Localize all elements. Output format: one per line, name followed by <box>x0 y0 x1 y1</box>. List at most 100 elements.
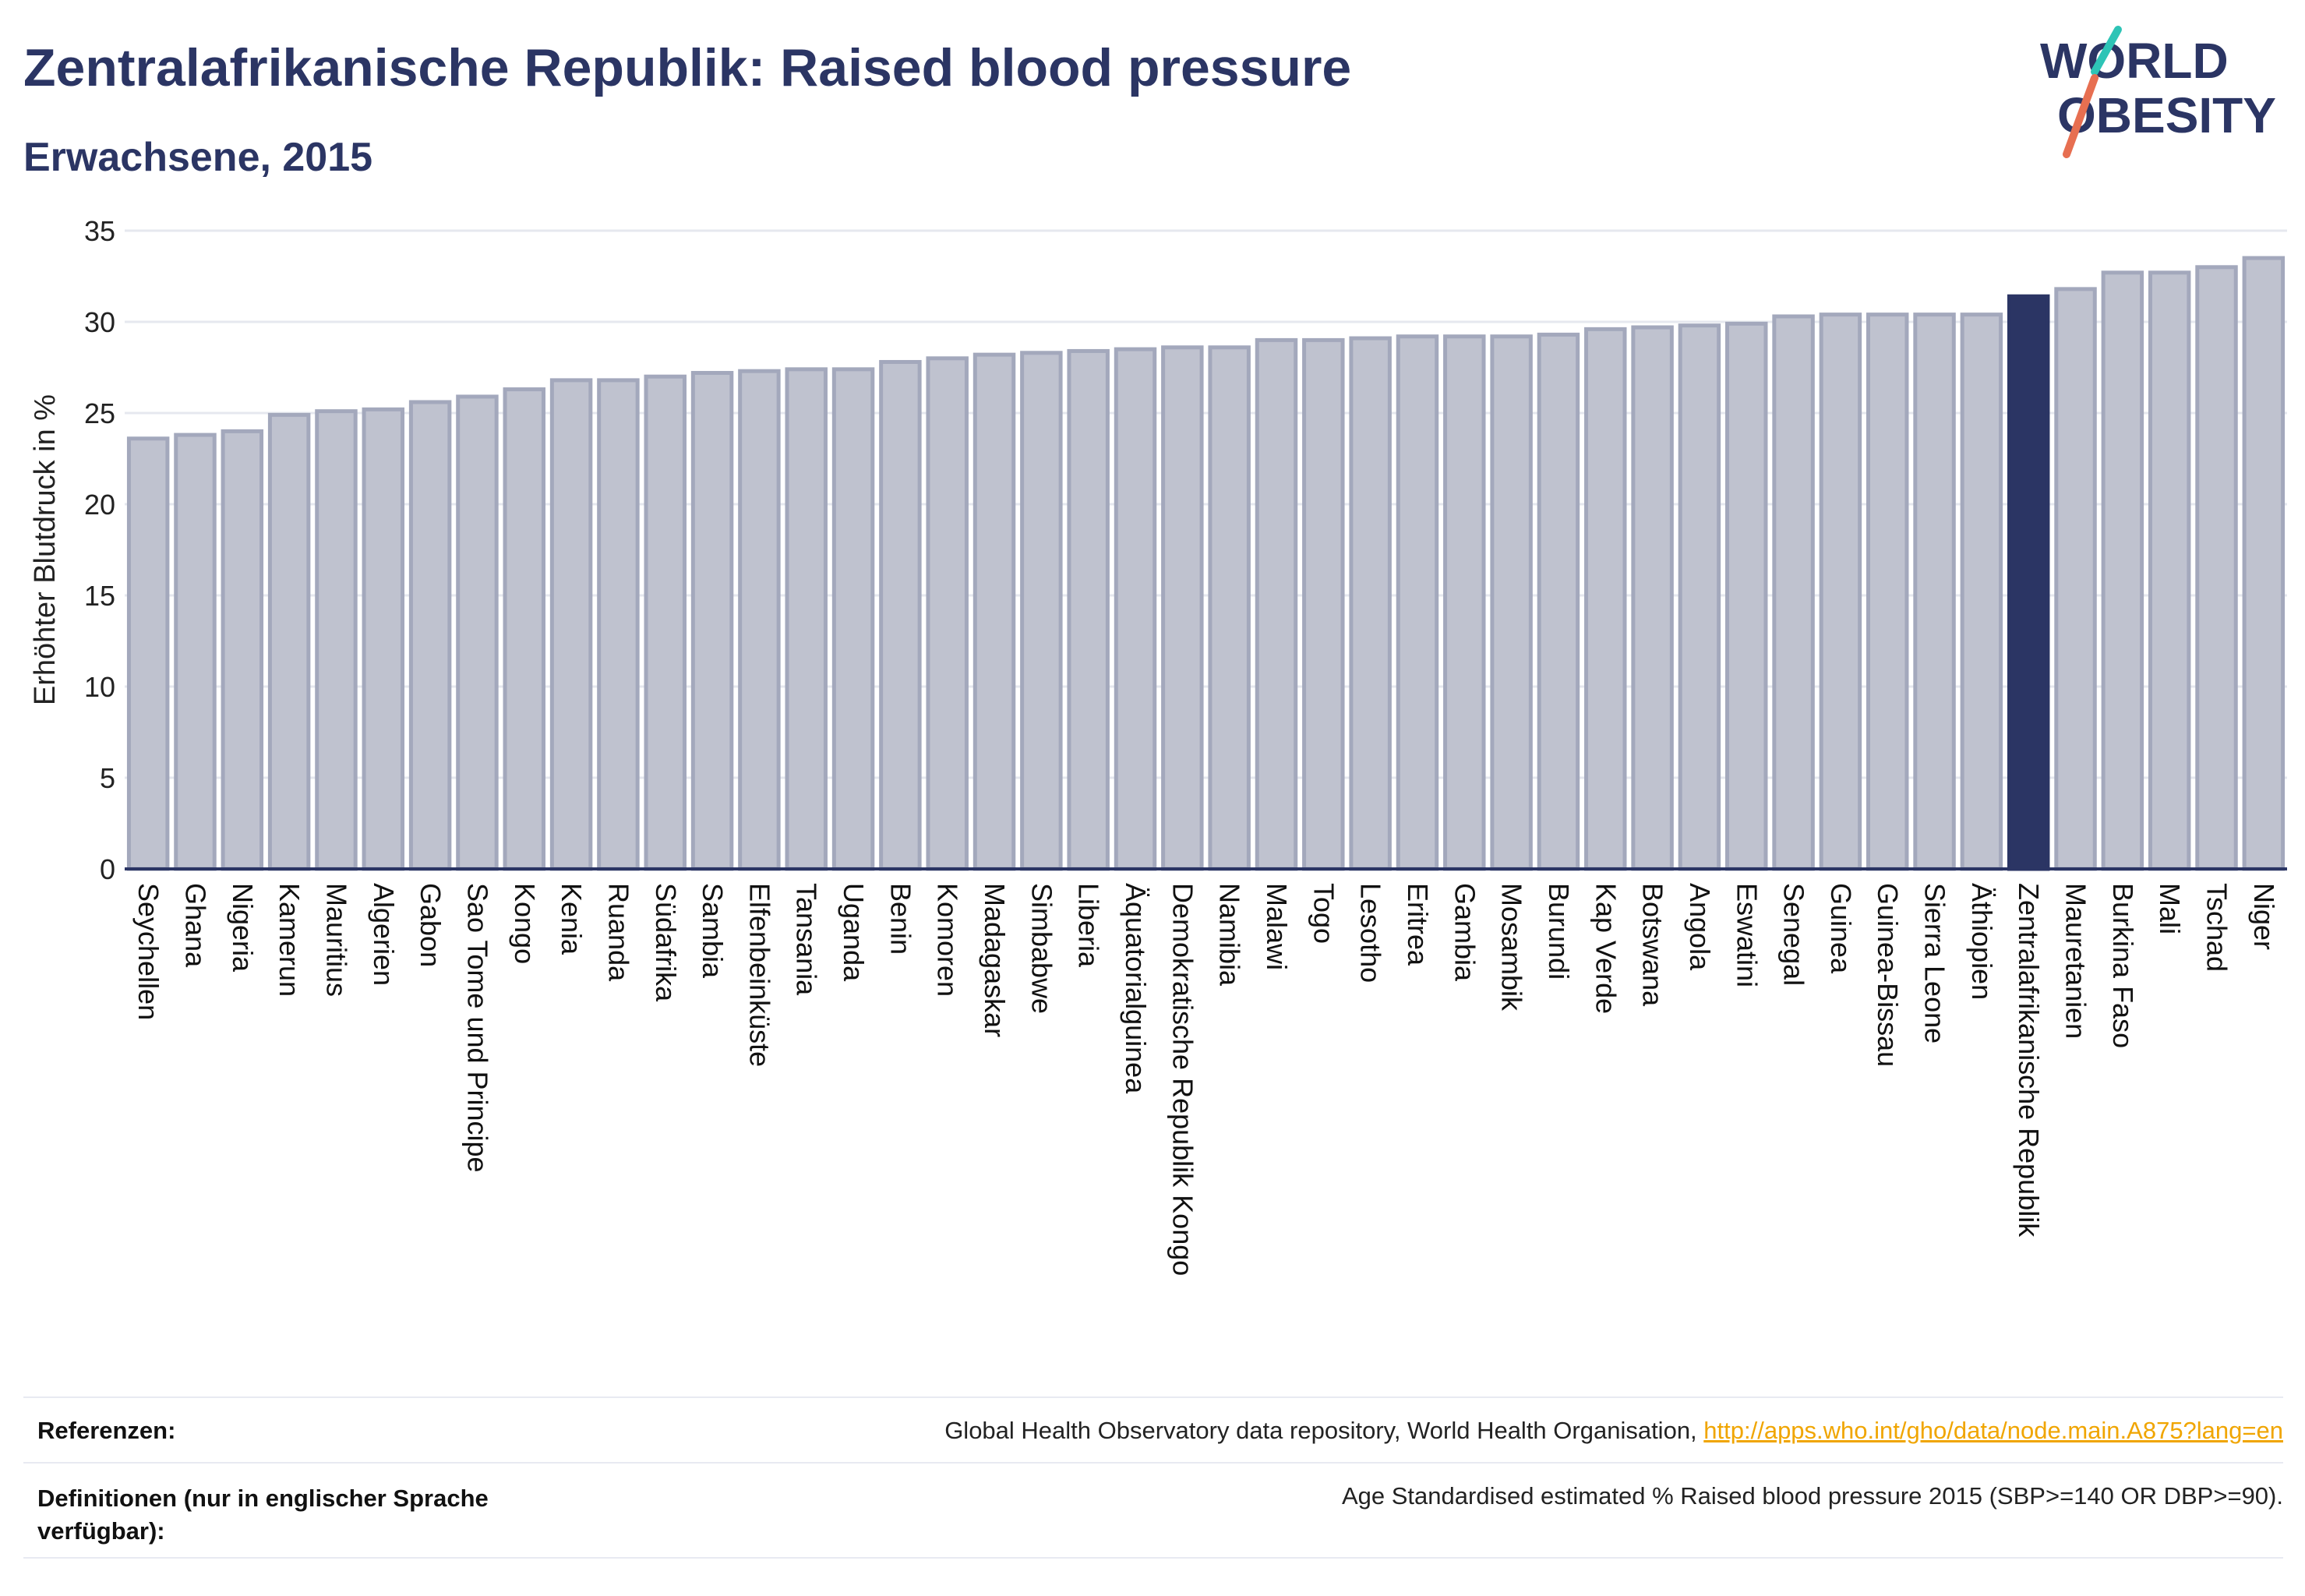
x-tick-label: Malawi <box>1261 883 1293 970</box>
bar <box>1631 325 1674 871</box>
bar <box>785 367 828 871</box>
x-tick-label: Mosambik <box>1496 883 1528 1012</box>
bar <box>1584 327 1627 871</box>
bar <box>831 367 875 871</box>
bar <box>1020 351 1063 871</box>
x-tick-label: Algerien <box>368 883 400 986</box>
bar <box>315 409 358 871</box>
x-tick-label: Äthiopien <box>1966 883 1998 1000</box>
x-tick-label: Kap Verde <box>1590 883 1622 1014</box>
x-tick-label: Seychellen <box>132 883 164 1020</box>
bar <box>2195 265 2238 871</box>
bar <box>1960 312 2003 871</box>
bar <box>1161 345 1204 871</box>
bar <box>926 356 969 871</box>
bar <box>690 371 734 871</box>
bar <box>1255 337 1298 871</box>
x-tick-label: Gambia <box>1449 883 1481 982</box>
bar <box>2101 270 2144 871</box>
x-tick-label: Burundi <box>1543 883 1575 980</box>
y-tick-label: 15 <box>84 580 115 612</box>
bar <box>503 387 546 871</box>
definitions-text: Age Standardised estimated % Raised bloo… <box>1341 1482 2283 1509</box>
x-tick-label: Mauretanien <box>2060 883 2092 1039</box>
x-tick-label: Sao Tome und Principe <box>461 883 493 1173</box>
x-tick-label: Ghana <box>179 883 211 968</box>
bar <box>1819 312 1862 871</box>
bar <box>267 412 311 871</box>
definitions-label: Definitionen (nur in englischer Sprache … <box>37 1485 489 1545</box>
x-tick-label: Simbabwe <box>1025 883 1057 1014</box>
bar <box>2242 256 2286 871</box>
x-tick-label: Demokratische Republik Kongo <box>1167 883 1198 1276</box>
x-tick-label: Benin <box>884 883 916 955</box>
bar <box>408 400 452 871</box>
bar <box>1866 312 1909 871</box>
x-tick-label: Botswana <box>1637 883 1669 1007</box>
x-tick-label: Eswatini <box>1731 883 1763 987</box>
bar <box>1114 347 1157 871</box>
bar <box>1349 336 1392 871</box>
bar <box>1490 334 1533 871</box>
x-tick-label: Ruanda <box>602 883 634 982</box>
bar <box>456 394 499 871</box>
x-tick-label: Sambia <box>697 883 729 979</box>
bar <box>1396 334 1439 871</box>
bar <box>1772 314 1815 871</box>
bar <box>1208 345 1251 871</box>
x-tick-label: Liberia <box>1073 883 1105 968</box>
logo-slash-bottom <box>2063 74 2099 158</box>
footer-divider-middle <box>23 1462 2283 1464</box>
chart-subtitle: Erwachsene, 2015 <box>23 135 373 180</box>
x-tick-label: Uganda <box>838 883 870 982</box>
x-tick-label: Kongo <box>509 883 541 964</box>
x-tick-label: Komoren <box>932 883 964 997</box>
definitions-row: Definitionen (nur in englischer Sprache … <box>23 1482 2283 1552</box>
x-tick-label: Angola <box>1684 883 1716 971</box>
bar <box>1443 334 1486 871</box>
x-tick-label: Kenia <box>556 883 588 955</box>
x-tick-label: Mali <box>2154 883 2186 934</box>
x-tick-label: Guinea-Bissau <box>1872 883 1904 1067</box>
y-tick-label: 35 <box>84 215 115 247</box>
references-text: Global Health Observatory data repositor… <box>944 1417 1704 1444</box>
footer-divider-top <box>23 1396 2283 1398</box>
chart-title: Zentralafrikanische Republik: Raised blo… <box>23 38 1352 97</box>
logo-obesity-text: OBESITY <box>2057 87 2276 143</box>
x-tick-label: Sierra Leone <box>1919 883 1951 1043</box>
x-tick-label: Eritrea <box>1402 883 1434 966</box>
bar <box>1537 332 1580 871</box>
bar-chart: 0 5 10 15 20 25 30 35 Erhöhter Blutdruck in % Sey… <box>29 215 2287 1276</box>
footer-divider-bottom <box>23 1557 2283 1559</box>
y-axis-label: Erhöhter Blutdruck in % <box>29 394 62 705</box>
bar <box>879 359 922 871</box>
x-tick-label: Kamerun <box>274 883 305 997</box>
references-value: Global Health Observatory data repositor… <box>944 1417 2283 1445</box>
bar <box>1067 348 1110 871</box>
bar <box>362 407 405 871</box>
references-row: Referenzen: Global Health Observatory da… <box>23 1417 2283 1464</box>
x-tick-label: Tansania <box>791 883 823 996</box>
logo-world-text: WORLD <box>2040 33 2229 89</box>
x-tick-label: Südafrika <box>650 883 682 1002</box>
references-link[interactable]: http://apps.who.int/gho/data/node.main.A… <box>1703 1417 2283 1444</box>
bar <box>738 369 781 871</box>
x-tick-label: Madagaskar <box>979 883 1011 1037</box>
x-tick-label: Mauritius <box>320 883 352 997</box>
x-tick-label: Burkina Faso <box>2107 883 2139 1048</box>
bar <box>2054 287 2097 871</box>
x-tick-label: Togo <box>1308 883 1340 944</box>
x-tick-label: Namibia <box>1214 883 1246 987</box>
y-tick-label: 5 <box>100 762 115 794</box>
bar <box>126 436 170 871</box>
bar <box>549 378 593 871</box>
x-tick-label: Niger <box>2248 883 2280 950</box>
x-tick-label: Guinea <box>1825 883 1857 974</box>
x-tick-label: Senegal <box>1778 883 1810 986</box>
x-tick-label: Zentralafrikanische Republik <box>2013 883 2045 1238</box>
y-tick-label: 0 <box>100 853 115 885</box>
bar <box>2148 270 2191 871</box>
bar <box>1725 321 1768 871</box>
bar <box>597 378 640 871</box>
x-tick-label: Äquatorialguinea <box>1120 883 1152 1094</box>
